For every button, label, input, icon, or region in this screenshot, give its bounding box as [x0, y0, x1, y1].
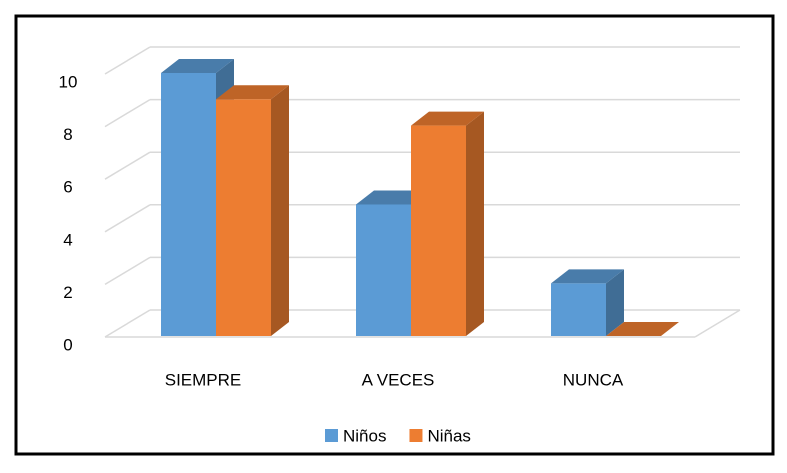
bar-side — [606, 269, 624, 336]
x-tick-label: SIEMPRE — [165, 370, 242, 389]
bar-top — [411, 111, 484, 126]
x-tick-label: NUNCA — [563, 370, 624, 389]
bar-top — [216, 85, 289, 100]
legend-swatch — [325, 429, 338, 442]
y-tick-label: 2 — [63, 283, 72, 302]
y-tick-label: 8 — [63, 125, 72, 144]
floor-edge — [694, 309, 741, 338]
bar-top — [606, 322, 679, 336]
y-tick-label: 10 — [59, 72, 78, 91]
y-tick-label: 0 — [63, 335, 72, 354]
grid-line — [104, 151, 151, 180]
y-tick-label: 6 — [63, 178, 72, 197]
grid-line — [104, 309, 151, 338]
bar-top — [161, 59, 234, 73]
legend-swatch — [409, 429, 423, 442]
grid-line — [104, 204, 151, 233]
bar-side — [466, 111, 484, 336]
legend-label: Niñas — [427, 426, 470, 445]
bar — [551, 283, 606, 336]
legend-label: Niños — [343, 426, 386, 445]
bar-side — [271, 85, 289, 336]
bar-top — [356, 190, 429, 205]
grid-line — [104, 46, 151, 75]
bar — [411, 125, 466, 336]
bar — [356, 204, 411, 336]
grid-line — [104, 98, 151, 128]
bar — [161, 73, 216, 336]
bar — [216, 99, 271, 336]
y-tick-label: 4 — [63, 230, 72, 249]
grid-line — [104, 256, 151, 286]
x-tick-label: A VECES — [362, 370, 435, 389]
bar-top — [551, 269, 624, 284]
